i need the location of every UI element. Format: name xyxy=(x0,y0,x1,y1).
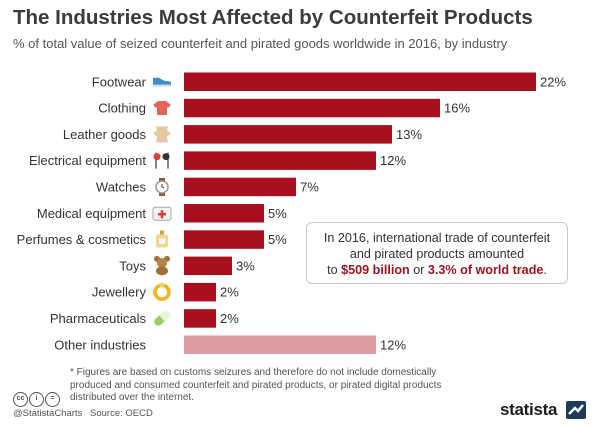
bar xyxy=(184,177,296,197)
category-label: Clothing xyxy=(98,101,146,116)
leather-hide-icon xyxy=(153,126,171,143)
callout-line-3: to $509 billion or 3.3% of world trade. xyxy=(315,262,559,278)
category-label: Other industries xyxy=(54,337,146,352)
value-label: 16% xyxy=(444,101,470,116)
bar xyxy=(184,256,232,276)
footnote: * Figures are based on customs seizures … xyxy=(70,367,442,403)
source-note: Source: OECD xyxy=(90,408,153,419)
bar xyxy=(184,98,440,118)
bar xyxy=(184,151,376,170)
value-label: 2% xyxy=(220,311,239,326)
callout-box: In 2016, international trade of counterf… xyxy=(306,222,568,284)
chart-subtitle: % of total value of seized counterfeit a… xyxy=(13,36,508,51)
statista-logo-icon xyxy=(566,401,586,419)
value-label: 12% xyxy=(380,337,406,352)
value-label: 12% xyxy=(380,153,406,168)
attribution-icon: i xyxy=(29,392,44,407)
category-label: Pharmaceuticals xyxy=(50,311,147,326)
category-label: Toys xyxy=(119,258,146,273)
earphones-icon xyxy=(153,152,170,169)
value-label: 7% xyxy=(300,179,319,194)
sneaker-icon xyxy=(153,77,171,87)
value-label: 22% xyxy=(540,74,566,89)
bar xyxy=(184,125,392,144)
cc-icon: cc xyxy=(13,392,28,407)
category-label: Electrical equipment xyxy=(29,153,146,168)
pill-capsule-icon xyxy=(154,309,172,326)
category-label: Watches xyxy=(96,179,147,194)
category-label: Perfumes & cosmetics xyxy=(17,232,147,247)
statista-logo[interactable]: statista xyxy=(500,400,558,419)
callout-post: . xyxy=(543,263,547,277)
value-label: 3% xyxy=(236,258,255,273)
twitter-handle[interactable]: @StatistaCharts xyxy=(13,408,83,419)
callout-line-1: In 2016, international trade of counterf… xyxy=(323,231,551,245)
callout-amount: $509 billion xyxy=(341,263,410,277)
shirt-icon xyxy=(153,101,171,116)
bar xyxy=(184,309,216,328)
bar xyxy=(184,230,264,249)
license-icons[interactable]: cc i = xyxy=(13,387,61,407)
bar-chart: Footwear 22% Clothing 16% Leather goods 13% El… xyxy=(17,72,566,354)
no-derivatives-icon: = xyxy=(45,392,60,407)
bar xyxy=(184,282,216,302)
teddy-bear-icon xyxy=(154,255,170,276)
callout-pre: to xyxy=(327,263,342,277)
value-label: 2% xyxy=(220,285,239,300)
chart-title: The Industries Most Affected by Counterf… xyxy=(13,6,533,29)
category-label: Jewellery xyxy=(92,285,147,300)
ring-icon xyxy=(153,282,171,301)
callout-mid: or xyxy=(409,263,428,277)
watch-icon xyxy=(155,177,169,196)
callout-line-2: and pirated products amounted xyxy=(349,247,525,261)
bar xyxy=(184,335,376,354)
value-label: 13% xyxy=(396,127,422,142)
callout-share: 3.3% of world trade xyxy=(427,263,544,277)
value-label: 5% xyxy=(268,232,287,247)
category-label: Leather goods xyxy=(63,127,147,142)
value-label: 5% xyxy=(268,206,287,221)
category-label: Footwear xyxy=(92,74,147,89)
first-aid-kit-icon xyxy=(152,206,172,221)
bar xyxy=(184,72,536,91)
bar xyxy=(184,204,264,223)
category-label: Medical equipment xyxy=(37,206,147,221)
perfume-bottle-icon xyxy=(156,230,168,248)
